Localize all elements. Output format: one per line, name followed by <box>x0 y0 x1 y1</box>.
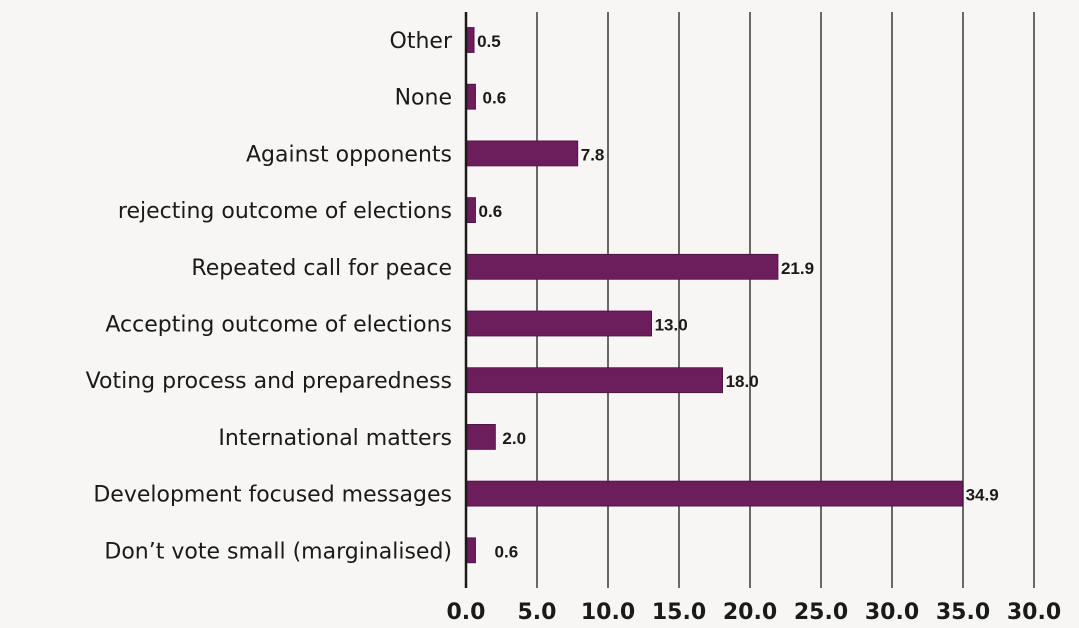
bar-3 <box>466 197 476 224</box>
x-tick-label-5: 25.0 <box>794 600 848 625</box>
value-label-1: 0.6 <box>483 89 507 108</box>
x-tick-label-1: 5.0 <box>518 600 557 625</box>
category-label-6: Voting process and preparedness <box>86 369 452 394</box>
bar-9 <box>466 537 476 564</box>
category-label-0: Other <box>390 29 453 54</box>
bar-5 <box>466 310 653 337</box>
value-label-2: 7.8 <box>581 145 605 164</box>
gridlines <box>536 12 1035 588</box>
value-label-9: 0.6 <box>495 542 519 561</box>
x-tick-label-7: 35.0 <box>936 600 990 625</box>
category-label-8: Development focused messages <box>93 483 452 508</box>
x-tick-labels: 0.0 5.0 10.0 15.0 20.0 25.0 30.0 35.0 30.0 <box>447 600 1062 625</box>
x-tick-label-4: 20.0 <box>723 600 777 625</box>
value-label-0: 0.5 <box>477 32 501 51</box>
category-label-4: Repeated call for peace <box>191 256 452 281</box>
category-label-7: International matters <box>218 426 452 451</box>
x-tick-label-2: 10.0 <box>581 600 635 625</box>
category-label-2: Against opponents <box>246 142 452 167</box>
value-label-7: 2.0 <box>502 429 526 448</box>
value-label-6: 18.0 <box>726 372 759 391</box>
bar-6 <box>466 367 724 394</box>
value-label-5: 13.0 <box>655 316 688 335</box>
value-label-8: 34.9 <box>966 486 999 505</box>
bar-7 <box>466 423 496 450</box>
bar-2 <box>466 140 579 167</box>
bar-8 <box>466 480 963 507</box>
bars <box>466 27 963 564</box>
x-tick-label-3: 15.0 <box>652 600 706 625</box>
category-label-3: rejecting outcome of elections <box>118 199 452 224</box>
x-tick-label-8: 30.0 <box>1007 600 1061 625</box>
bar-0 <box>466 27 475 53</box>
value-labels: 0.5 0.6 7.8 0.6 21.9 13.0 18.0 2.0 34.9 0.6 <box>477 32 999 561</box>
category-label-9: Don’t vote small (marginalised) <box>104 539 452 564</box>
category-labels: Other None Against opponents rejecting outc… <box>86 29 453 564</box>
value-label-3: 0.6 <box>479 202 503 221</box>
bar-4 <box>466 253 779 280</box>
category-label-1: None <box>395 86 452 111</box>
x-tick-label-6: 30.0 <box>865 600 919 625</box>
category-label-5: Accepting outcome of elections <box>105 313 452 338</box>
value-label-4: 21.9 <box>781 259 814 278</box>
x-tick-label-0: 0.0 <box>447 600 486 625</box>
bar-1 <box>466 83 476 110</box>
